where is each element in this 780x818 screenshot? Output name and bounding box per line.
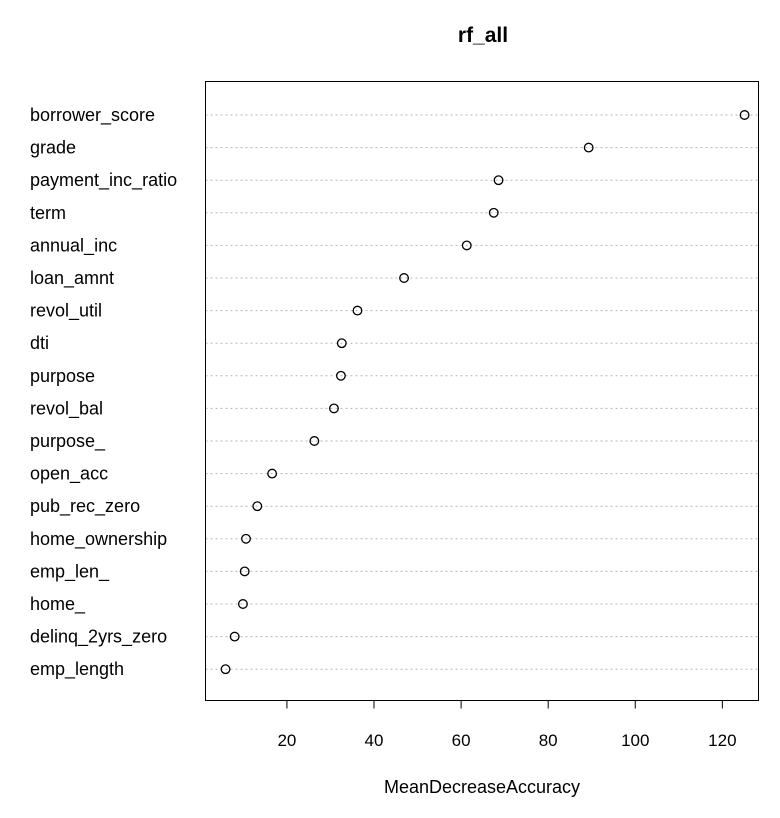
- data-point-emp_len_: [239, 566, 250, 577]
- category-label-emp_len_: emp_len_: [30, 561, 110, 582]
- data-point-open_acc: [267, 468, 278, 479]
- category-label-purpose: purpose: [30, 366, 95, 386]
- x-tick-label-80: 80: [539, 731, 558, 750]
- x-tick-label-60: 60: [452, 731, 471, 750]
- category-label-annual_inc: annual_inc: [30, 235, 117, 256]
- x-tick-label-100: 100: [621, 731, 649, 750]
- category-label-delinq_2yrs_zero: delinq_2yrs_zero: [30, 627, 167, 648]
- plot-frame: [205, 81, 759, 701]
- category-label-revol_bal: revol_bal: [30, 398, 103, 419]
- category-label-borrower_score: borrower_score: [30, 105, 155, 126]
- gridlines: [205, 114, 759, 670]
- category-label-purpose_: purpose_: [30, 431, 106, 452]
- category-label-term: term: [30, 203, 66, 223]
- data-point-pub_rec_zero: [252, 501, 263, 512]
- data-point-revol_bal: [329, 403, 339, 414]
- data-point-grade: [583, 142, 594, 153]
- data-point-purpose_: [309, 436, 320, 446]
- data-point-purpose: [335, 370, 346, 381]
- category-label-grade: grade: [30, 138, 76, 158]
- x-tick-label-40: 40: [365, 731, 384, 750]
- data-point-revol_util: [352, 305, 363, 316]
- category-label-open_acc: open_acc: [30, 464, 108, 485]
- category-label-dti: dti: [30, 333, 49, 353]
- category-label-payment_inc_ratio: payment_inc_ratio: [30, 170, 177, 191]
- data-point-emp_length: [220, 664, 231, 675]
- chart-title: rf_all: [458, 24, 508, 47]
- data-point-loan_amnt: [399, 273, 410, 283]
- category-label-pub_rec_zero: pub_rec_zero: [30, 496, 140, 517]
- data-point-payment_inc_ratio: [493, 175, 504, 186]
- data-point-home_: [237, 599, 248, 609]
- category-label-home_: home_: [30, 594, 86, 615]
- category-label-home_ownership: home_ownership: [30, 529, 167, 550]
- x-axis: 20 40 60 80 100 120: [277, 700, 737, 750]
- x-axis-label: MeanDecreaseAccuracy: [384, 777, 580, 797]
- data-point-delinq_2yrs_zero: [229, 631, 240, 642]
- data-points: [220, 110, 750, 675]
- data-point-annual_inc: [461, 240, 472, 251]
- x-tick-label-20: 20: [277, 731, 296, 750]
- category-label-loan_amnt: loan_amnt: [30, 268, 114, 289]
- category-label-emp_length: emp_length: [30, 659, 124, 680]
- data-point-home_ownership: [241, 533, 251, 544]
- data-point-borrower_score: [739, 110, 750, 120]
- x-tick-label-120: 120: [708, 731, 736, 750]
- category-label-revol_util: revol_util: [30, 301, 102, 322]
- data-point-term: [488, 207, 499, 218]
- data-point-dti: [336, 338, 347, 349]
